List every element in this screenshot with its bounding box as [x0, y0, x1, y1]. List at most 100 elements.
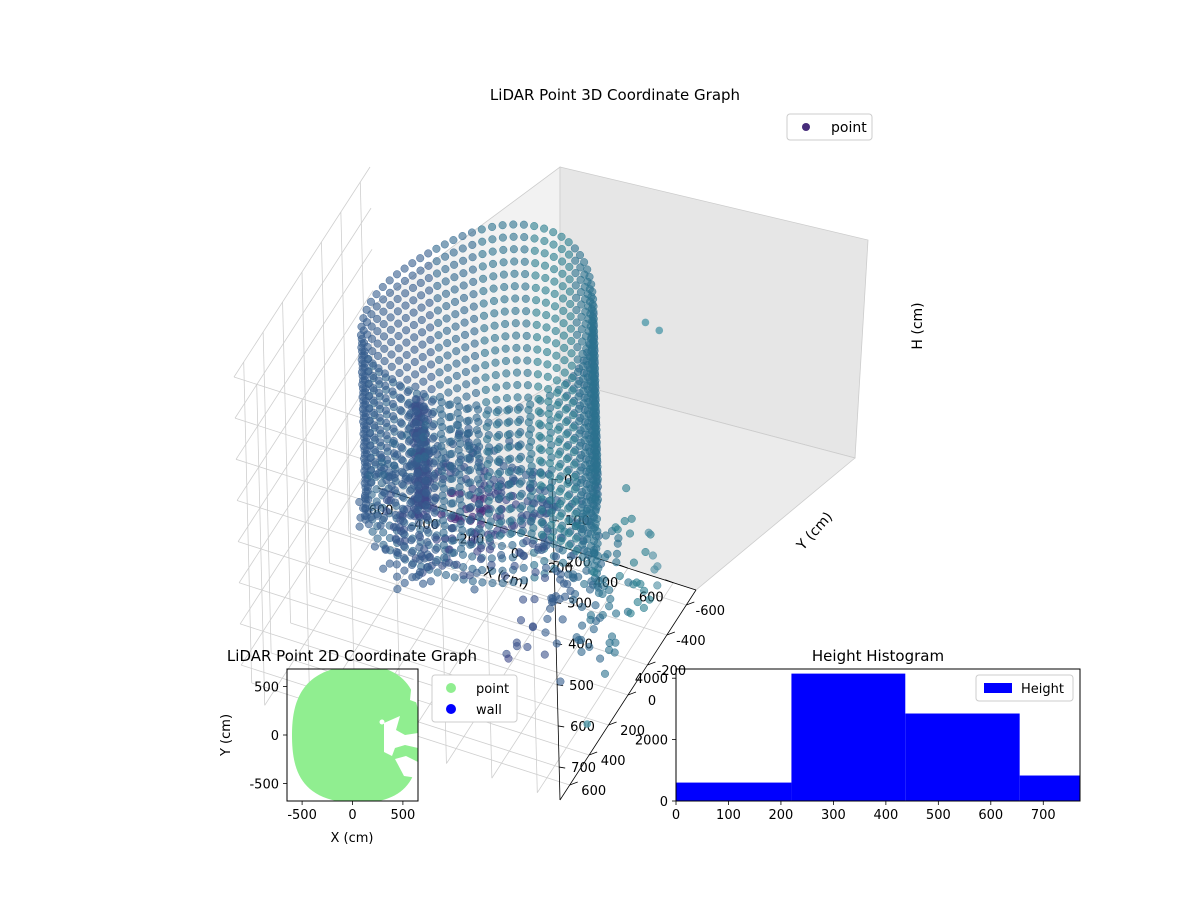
- lidar-point: [576, 275, 585, 284]
- lidar-point: [389, 424, 398, 433]
- lidar-point: [583, 535, 592, 544]
- lidar-point: [547, 594, 556, 603]
- lidar-point: [412, 419, 421, 428]
- lidar-point: [489, 284, 498, 293]
- lidar-point: [398, 504, 407, 513]
- lidar-point: [566, 299, 575, 309]
- lidar-point: [400, 566, 409, 575]
- lidar-point: [543, 614, 552, 623]
- lidar-point: [627, 514, 636, 523]
- lidar-point: [445, 413, 454, 422]
- grid-left-y: [243, 361, 253, 684]
- lidar-point: [495, 531, 504, 540]
- lidar-point: [414, 506, 423, 515]
- lidar-point: [388, 438, 398, 448]
- z-axis-label-3d: H (cm): [910, 302, 926, 349]
- lidar-point: [577, 647, 586, 656]
- lidar-point: [368, 347, 377, 356]
- lidar-point: [502, 369, 511, 378]
- y-tick-label-3d: 600: [581, 784, 606, 799]
- lidar-point: [425, 298, 434, 307]
- lidar-point: [551, 326, 560, 336]
- y-tick-label-3d: 400: [601, 754, 626, 769]
- lidar-point: [570, 244, 579, 253]
- lidar-point: [494, 494, 503, 503]
- lidar-point: [512, 343, 521, 352]
- lidar-point: [528, 539, 537, 548]
- lidar-point: [531, 271, 540, 280]
- lidar-point: [356, 513, 365, 522]
- lidar-point: [516, 492, 525, 501]
- lidar-point: [379, 513, 389, 523]
- lidar-point: [546, 496, 555, 505]
- grid-left-y: [282, 301, 291, 624]
- lidar-point: [419, 377, 428, 386]
- lidar-point: [435, 355, 444, 364]
- lidar-point: [514, 417, 523, 427]
- lidar-point: [603, 550, 612, 559]
- lidar-point: [447, 511, 456, 521]
- lidar-point: [456, 520, 465, 529]
- lidar-point: [565, 262, 574, 271]
- lidar-point: [434, 331, 443, 340]
- lidar-point: [417, 291, 426, 300]
- lidar-point: [576, 466, 585, 475]
- lidar-point: [427, 385, 436, 394]
- lidar-point: [417, 303, 426, 312]
- lidar-point: [488, 247, 497, 256]
- gap-notch-b: [395, 756, 418, 778]
- lidar-point: [381, 406, 390, 415]
- lidar-point: [438, 504, 447, 513]
- lidar-point: [389, 412, 398, 421]
- grid-left-y: [301, 271, 311, 594]
- lidar-point: [439, 541, 448, 550]
- lidar-point: [558, 558, 568, 567]
- lidar-point: [567, 349, 576, 358]
- lidar-point: [426, 348, 435, 357]
- legend-label-point-2d: point: [476, 682, 509, 697]
- lidar-point: [476, 544, 485, 553]
- lidar-point: [472, 568, 481, 577]
- lidar-point: [639, 603, 648, 612]
- grid-back-x: [256, 384, 266, 706]
- lidar-point: [536, 469, 545, 478]
- lidar-point: [589, 625, 598, 634]
- lidar-point: [456, 507, 465, 516]
- lidar-point: [435, 368, 444, 377]
- lidar-point: [431, 545, 440, 554]
- lidar-point: [430, 483, 439, 493]
- lidar-point: [546, 483, 555, 492]
- lidar-point: [395, 368, 404, 378]
- lidar-point: [470, 585, 479, 594]
- lidar-point: [624, 578, 633, 587]
- lidar-point: [464, 466, 473, 475]
- lidar-point: [500, 295, 509, 304]
- lidar-point: [513, 380, 522, 390]
- lidar-point: [455, 483, 464, 492]
- lidar-point: [537, 530, 546, 539]
- lidar-point: [393, 282, 402, 291]
- lidar-point: [436, 429, 446, 439]
- lidar-point: [512, 356, 521, 365]
- lidar-point: [549, 228, 558, 237]
- grid-left-z: [239, 413, 377, 625]
- lidar-point: [495, 519, 504, 528]
- lidar-point: [429, 459, 438, 468]
- lidar-point: [470, 314, 479, 323]
- lidar-point: [556, 536, 565, 545]
- lidar-point: [458, 244, 467, 253]
- lidar-point: [571, 269, 580, 278]
- lidar-point: [552, 639, 561, 648]
- lidar-point: [531, 283, 540, 292]
- lidar-point: [421, 421, 430, 430]
- ticks-2d: -500 0 500 -500 0 500: [249, 680, 415, 823]
- lidar-point: [399, 517, 408, 526]
- lidar-point: [576, 263, 585, 272]
- lidar-point: [422, 501, 431, 510]
- lidar-point: [454, 458, 464, 467]
- lidar-point: [474, 487, 483, 496]
- lidar-point: [457, 544, 466, 553]
- lidar-point: [516, 504, 525, 513]
- lidar-point: [578, 621, 587, 630]
- lidar-point: [441, 277, 450, 286]
